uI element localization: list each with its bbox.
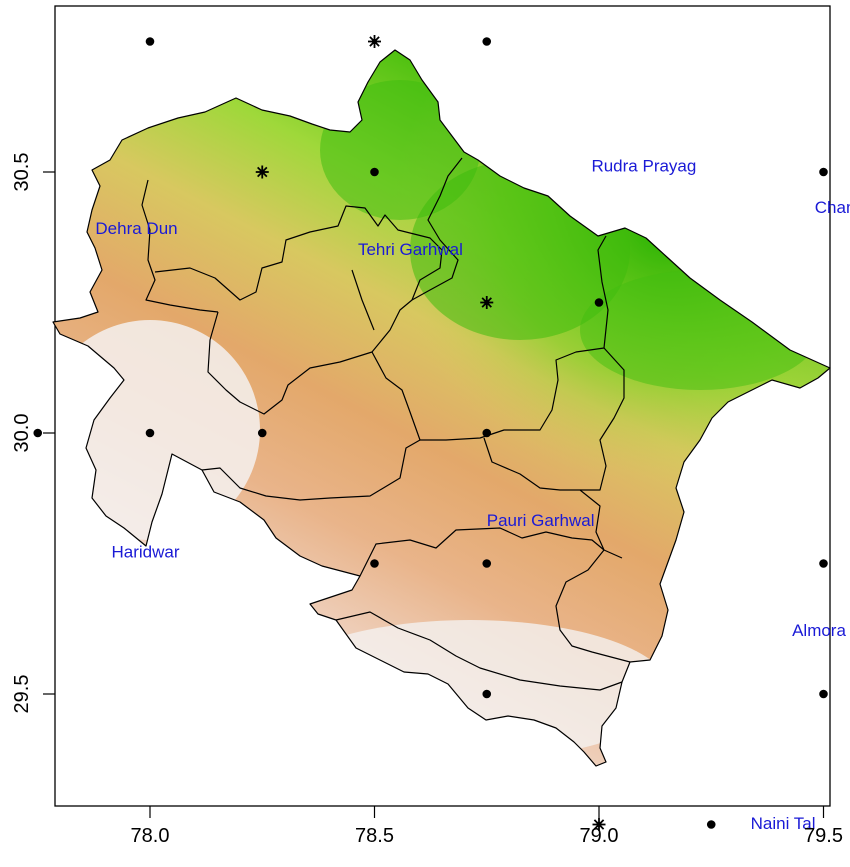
district-label: Rudra Prayag — [591, 156, 696, 175]
station-dot — [594, 298, 604, 307]
district-label: Chamoli — [815, 198, 850, 217]
station-dot — [370, 167, 379, 177]
stations-layer — [33, 35, 828, 831]
station-dot — [257, 428, 267, 438]
district-label: Naini Tal — [751, 814, 816, 833]
x-tick-label: 79.5 — [804, 825, 843, 847]
x-axis: 78.078.579.079.580.080.581.0 — [131, 806, 843, 847]
station-dot — [819, 689, 828, 699]
district-labels: UttarkashiRudra PrayagChamoliDehra DunTe… — [95, 156, 850, 833]
station-dot — [706, 820, 716, 829]
station-dot — [819, 167, 828, 177]
y-tick-label: 30.0 — [11, 414, 33, 453]
station-dot — [819, 559, 828, 568]
station-dot — [482, 559, 492, 568]
station-dot — [370, 559, 379, 568]
station-dot — [482, 428, 492, 438]
station-star — [255, 165, 269, 179]
y-tick-label: 30.5 — [11, 153, 33, 192]
station-star — [480, 296, 494, 309]
district-label: Haridwar — [111, 543, 179, 562]
y-axis: 29.029.530.030.531.031.5 — [11, 153, 55, 714]
district-label: Dehra Dun — [95, 219, 177, 238]
station-dot — [145, 37, 155, 46]
station-dot — [145, 428, 155, 438]
x-tick-label: 78.0 — [131, 825, 170, 847]
station-dot — [482, 37, 492, 46]
district-boundaries — [141, 157, 631, 691]
district-label: Tehri Garhwal — [358, 240, 463, 259]
district-label: Pauri Garhwal — [487, 511, 595, 530]
district-label: Almora — [792, 621, 846, 640]
station-star — [368, 35, 381, 48]
station-dot — [482, 689, 492, 699]
station-star — [592, 818, 606, 831]
x-tick-label: 78.5 — [355, 825, 394, 847]
y-tick-label: 29.5 — [11, 675, 33, 714]
station-dot — [33, 428, 43, 438]
x-tick-label: 79.0 — [580, 825, 619, 847]
